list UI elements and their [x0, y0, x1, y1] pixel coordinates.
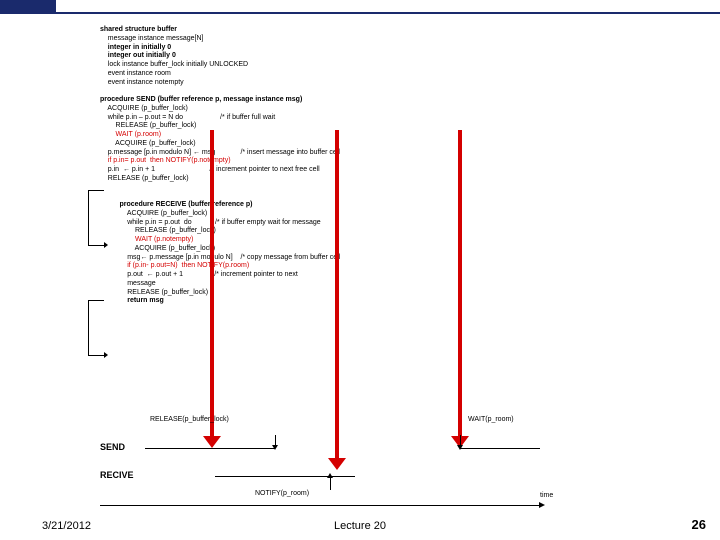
release-label: RELEASE(p_buffer_lock)	[150, 416, 229, 423]
header-bar	[0, 0, 720, 14]
send-segment-1	[145, 448, 275, 449]
send-segment-2	[460, 448, 540, 449]
footer-page-number: 26	[692, 517, 706, 532]
slide-content: shared structure buffer message instance…	[100, 26, 660, 306]
notify-label: NOTIFY(p_room)	[255, 490, 309, 497]
wait-label: WAIT(p_room)	[468, 416, 514, 423]
recv-timeline-label: RECIVE	[100, 470, 134, 480]
recv-loop-arrow	[88, 300, 104, 356]
red-vertical-arrow	[210, 130, 214, 438]
wait-tick	[460, 435, 461, 445]
notify-up-arrow	[330, 478, 331, 490]
time-label: time	[540, 492, 553, 499]
recv-segment-1	[215, 476, 355, 477]
footer-date: 3/21/2012	[42, 520, 91, 532]
release-tick	[275, 435, 276, 445]
time-axis	[100, 505, 540, 506]
send-timeline-label: SEND	[100, 442, 125, 452]
red-vertical-arrow	[335, 130, 339, 460]
footer-lecture: Lecture 20	[334, 520, 386, 532]
header-underline	[0, 12, 720, 14]
red-vertical-arrow	[458, 130, 462, 438]
timeline-diagram: SEND RECIVE RELEASE(p_buffer_lock) WAIT(…	[100, 420, 540, 510]
send-loop-arrow	[88, 190, 104, 246]
